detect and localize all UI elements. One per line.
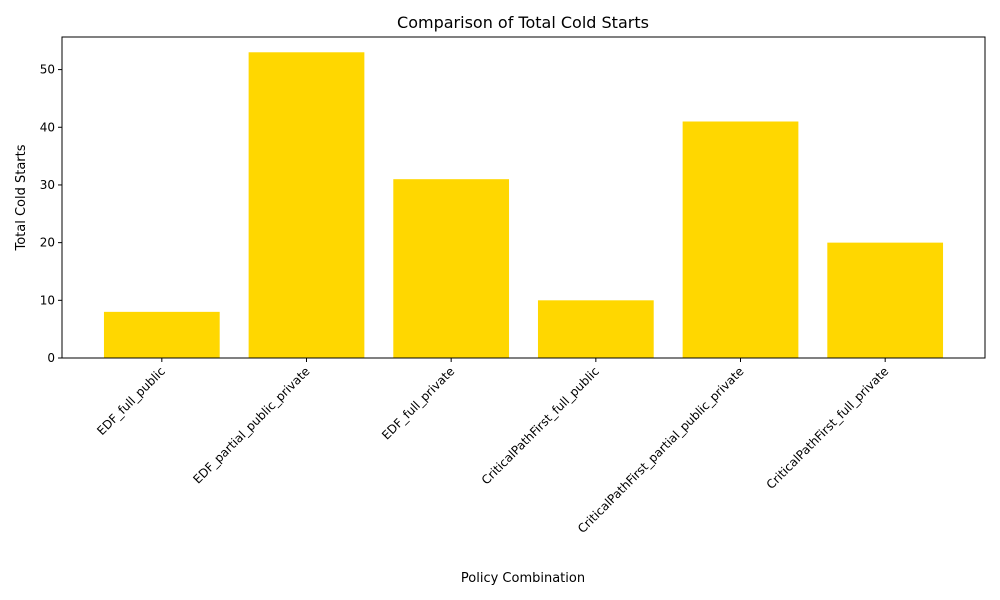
x-tick-label: EDF_full_public — [94, 364, 168, 438]
x-tick-label: EDF_full_private — [379, 364, 457, 442]
y-tick-label: 30 — [40, 178, 55, 192]
bar-CriticalPathFirst_full_public — [537, 300, 654, 358]
bar-CriticalPathFirst_partial_public_private — [682, 121, 799, 358]
y-tick-label: 10 — [40, 293, 55, 307]
y-axis-label: Total Cold Starts — [14, 144, 29, 251]
bar-EDF_full_public — [103, 311, 220, 358]
y-tick-label: 20 — [40, 236, 55, 250]
plot-frame — [61, 36, 986, 359]
x-tick-label: EDF_partial_public_private — [190, 364, 312, 486]
bar-CriticalPathFirst_full_private — [827, 242, 944, 358]
x-tick-label: CriticalPathFirst_partial_public_private — [575, 364, 747, 536]
bars-layer — [103, 52, 944, 359]
x-axis-label: Policy Combination — [461, 571, 585, 586]
chart-title: Comparison of Total Cold Starts — [397, 13, 649, 32]
x-tick-label: CriticalPathFirst_full_private — [764, 364, 892, 492]
y-axis: 0 10 20 30 40 50 — [40, 63, 62, 365]
x-axis: EDF_full_public EDF_partial_public_privat… — [94, 358, 891, 536]
x-tick-label: CriticalPathFirst_full_public — [479, 364, 602, 487]
bar-EDF_partial_public_private — [248, 52, 365, 359]
bar-EDF_full_private — [393, 179, 510, 358]
y-tick-label: 50 — [40, 63, 55, 77]
y-tick-label: 40 — [40, 120, 55, 134]
y-tick-label: 0 — [47, 351, 55, 365]
